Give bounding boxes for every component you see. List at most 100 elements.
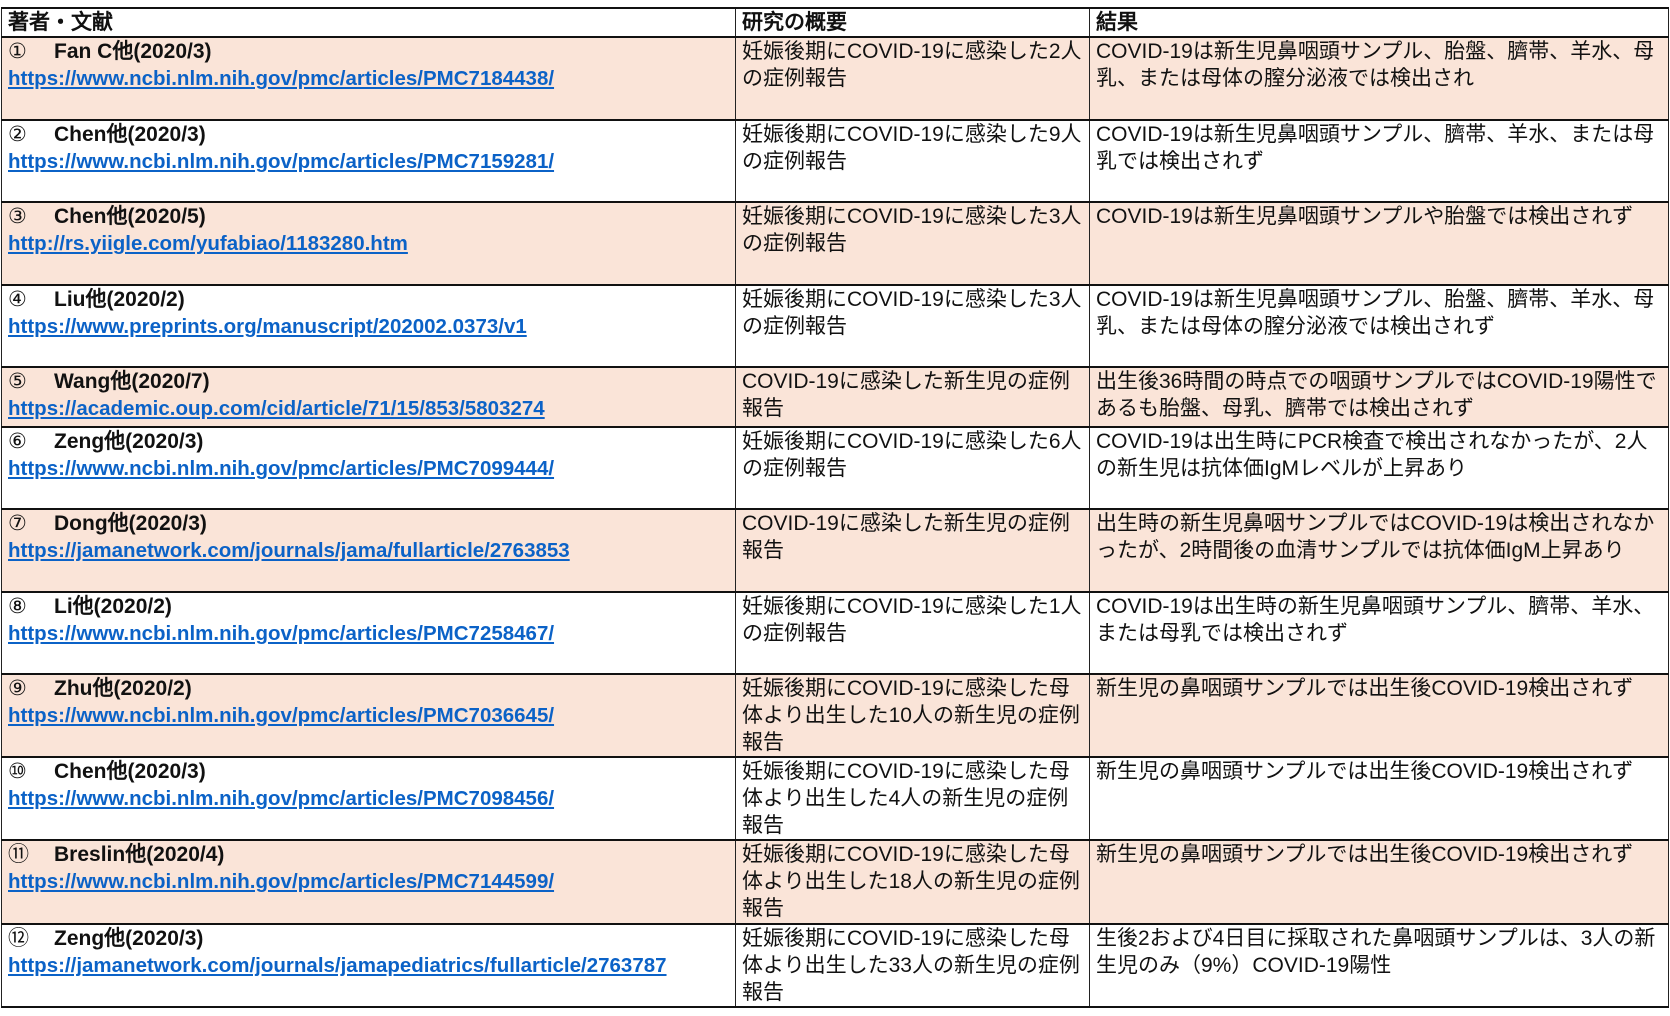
table-row: ④ Liu他(2020/2) https://www.preprints.org/…	[1, 284, 1669, 368]
header-authors: 著者・文献	[1, 7, 736, 38]
author-name: Zhu他(2020/2)	[54, 677, 192, 700]
reference-link[interactable]: https://www.ncbi.nlm.nih.gov/pmc/article…	[8, 787, 555, 810]
author-cell: ⑦ Dong他(2020/3) https://jamanetwork.com/j…	[1, 508, 736, 593]
result-cell: 新生児の鼻咽頭サンプルでは出生後COVID-19検出されず	[1089, 673, 1669, 758]
author-name: Breslin他(2020/4)	[54, 843, 225, 866]
author-cell: ⑧ Li他(2020/2) https://www.ncbi.nlm.nih.go…	[1, 591, 736, 675]
author-name: Chen他(2020/3)	[54, 123, 206, 146]
header-results: 結果	[1089, 7, 1669, 38]
author-label: ⑩ Chen他(2020/3)	[8, 759, 729, 785]
author-name: Zeng他(2020/3)	[54, 927, 204, 950]
row-number: ②	[8, 123, 27, 146]
header-row: 著者・文献 研究の概要 結果	[1, 7, 1669, 38]
author-cell: ④ Liu他(2020/2) https://www.preprints.org/…	[1, 284, 736, 368]
author-label: ⑧ Li他(2020/2)	[8, 594, 729, 620]
summary-cell: COVID-19に感染した新生児の症例報告	[735, 508, 1090, 593]
row-number: ⑤	[8, 370, 27, 393]
result-cell: 生後2および4日目に採取された鼻咽頭サンプルは、3人の新生児のみ（9%）COVI…	[1089, 923, 1669, 1008]
table-row: ③ Chen他(2020/5) http://rs.yiigle.com/yufa…	[1, 201, 1669, 286]
author-name: Wang他(2020/7)	[54, 370, 210, 393]
reference-link[interactable]: https://www.ncbi.nlm.nih.gov/pmc/article…	[8, 457, 555, 480]
table-row: ⑩ Chen他(2020/3) https://www.ncbi.nlm.nih.…	[1, 756, 1669, 841]
result-cell: COVID-19は出生時の新生児鼻咽頭サンプル、臍帯、羊水、または母乳では検出さ…	[1089, 591, 1669, 675]
literature-table: 著者・文献 研究の概要 結果 ① Fan C他(2020/3) https://w…	[1, 7, 1669, 1008]
author-name: Chen他(2020/5)	[54, 205, 206, 228]
summary-cell: 妊娠後期にCOVID-19に感染した母体より出生した18人の新生児の症例報告	[735, 839, 1090, 925]
row-number: ①	[8, 40, 27, 63]
reference-link[interactable]: https://jamanetwork.com/journals/jama/fu…	[8, 539, 570, 562]
result-cell: COVID-19は新生児鼻咽頭サンプル、胎盤、臍帯、羊水、母乳、または母体の膣分…	[1089, 36, 1669, 121]
result-cell: COVID-19は新生児鼻咽頭サンプル、胎盤、臍帯、羊水、母乳、または母体の膣分…	[1089, 284, 1669, 368]
author-name: Chen他(2020/3)	[54, 760, 206, 783]
reference-link[interactable]: http://rs.yiigle.com/yufabiao/1183280.ht…	[8, 232, 408, 255]
author-label: ② Chen他(2020/3)	[8, 122, 729, 148]
author-name: Dong他(2020/3)	[54, 512, 207, 535]
summary-cell: COVID-19に感染した新生児の症例報告	[735, 366, 1090, 428]
author-label: ⑫ Zeng他(2020/3)	[8, 926, 729, 952]
row-number: ⑪	[8, 843, 29, 866]
author-label: ⑪ Breslin他(2020/4)	[8, 842, 729, 868]
table-row: ⑧ Li他(2020/2) https://www.ncbi.nlm.nih.go…	[1, 591, 1669, 675]
row-number: ④	[8, 288, 27, 311]
summary-cell: 妊娠後期にCOVID-19に感染した1人の症例報告	[735, 591, 1090, 675]
summary-cell: 妊娠後期にCOVID-19に感染した母体より出生した33人の新生児の症例報告	[735, 923, 1090, 1008]
author-cell: ② Chen他(2020/3) https://www.ncbi.nlm.nih.…	[1, 119, 736, 203]
result-cell: COVID-19は出生時にPCR検査で検出されなかったが、2人の新生児は抗体価I…	[1089, 426, 1669, 510]
table-row: ⑥ Zeng他(2020/3) https://www.ncbi.nlm.nih.…	[1, 426, 1669, 510]
summary-cell: 妊娠後期にCOVID-19に感染した9人の症例報告	[735, 119, 1090, 203]
reference-link[interactable]: https://www.ncbi.nlm.nih.gov/pmc/article…	[8, 870, 555, 893]
reference-link[interactable]: https://academic.oup.com/cid/article/71/…	[8, 397, 545, 420]
summary-cell: 妊娠後期にCOVID-19に感染した母体より出生した4人の新生児の症例報告	[735, 756, 1090, 841]
author-name: Zeng他(2020/3)	[54, 430, 204, 453]
author-cell: ⑫ Zeng他(2020/3) https://jamanetwork.com/j…	[1, 923, 736, 1008]
summary-cell: 妊娠後期にCOVID-19に感染した母体より出生した10人の新生児の症例報告	[735, 673, 1090, 758]
reference-link[interactable]: https://www.ncbi.nlm.nih.gov/pmc/article…	[8, 67, 555, 90]
author-name: Li他(2020/2)	[54, 595, 172, 618]
summary-cell: 妊娠後期にCOVID-19に感染した3人の症例報告	[735, 284, 1090, 368]
table-row: ② Chen他(2020/3) https://www.ncbi.nlm.nih.…	[1, 119, 1669, 203]
reference-link[interactable]: https://www.preprints.org/manuscript/202…	[8, 315, 527, 338]
table-row: ⑫ Zeng他(2020/3) https://jamanetwork.com/j…	[1, 923, 1669, 1008]
author-label: ③ Chen他(2020/5)	[8, 204, 729, 230]
author-label: ⑦ Dong他(2020/3)	[8, 511, 729, 537]
result-cell: 出生時の新生児鼻咽サンプルではCOVID-19は検出されなかったが、2時間後の血…	[1089, 508, 1669, 593]
reference-link[interactable]: https://www.ncbi.nlm.nih.gov/pmc/article…	[8, 622, 555, 645]
result-cell: 新生児の鼻咽頭サンプルでは出生後COVID-19検出されず	[1089, 839, 1669, 925]
row-number: ⑥	[8, 430, 27, 453]
result-cell: 新生児の鼻咽頭サンプルでは出生後COVID-19検出されず	[1089, 756, 1669, 841]
reference-link[interactable]: https://www.ncbi.nlm.nih.gov/pmc/article…	[8, 704, 555, 727]
reference-link[interactable]: https://www.ncbi.nlm.nih.gov/pmc/article…	[8, 150, 555, 173]
author-label: ④ Liu他(2020/2)	[8, 287, 729, 313]
author-cell: ⑤ Wang他(2020/7) https://academic.oup.com/…	[1, 366, 736, 428]
author-cell: ⑥ Zeng他(2020/3) https://www.ncbi.nlm.nih.…	[1, 426, 736, 510]
author-label: ⑨ Zhu他(2020/2)	[8, 676, 729, 702]
summary-cell: 妊娠後期にCOVID-19に感染した6人の症例報告	[735, 426, 1090, 510]
author-label: ① Fan C他(2020/3)	[8, 39, 729, 65]
table-row: ① Fan C他(2020/3) https://www.ncbi.nlm.nih…	[1, 36, 1669, 121]
author-cell: ⑨ Zhu他(2020/2) https://www.ncbi.nlm.nih.g…	[1, 673, 736, 758]
row-number: ⑧	[8, 595, 27, 618]
row-number: ⑩	[8, 760, 27, 783]
author-label: ⑥ Zeng他(2020/3)	[8, 429, 729, 455]
reference-link[interactable]: https://jamanetwork.com/journals/jamaped…	[8, 954, 667, 977]
row-number: ⑨	[8, 677, 27, 700]
table-row: ⑨ Zhu他(2020/2) https://www.ncbi.nlm.nih.g…	[1, 673, 1669, 758]
result-cell: COVID-19は新生児鼻咽頭サンプルや胎盤では検出されず	[1089, 201, 1669, 286]
author-name: Liu他(2020/2)	[54, 288, 185, 311]
author-cell: ⑪ Breslin他(2020/4) https://www.ncbi.nlm.n…	[1, 839, 736, 925]
summary-cell: 妊娠後期にCOVID-19に感染した3人の症例報告	[735, 201, 1090, 286]
result-cell: COVID-19は新生児鼻咽頭サンプル、臍帯、羊水、または母乳では検出されず	[1089, 119, 1669, 203]
author-name: Fan C他(2020/3)	[54, 40, 212, 63]
table-row: ⑪ Breslin他(2020/4) https://www.ncbi.nlm.n…	[1, 839, 1669, 925]
summary-cell: 妊娠後期にCOVID-19に感染した2人の症例報告	[735, 36, 1090, 121]
row-number: ⑫	[8, 927, 29, 950]
author-cell: ① Fan C他(2020/3) https://www.ncbi.nlm.nih…	[1, 36, 736, 121]
author-cell: ③ Chen他(2020/5) http://rs.yiigle.com/yufa…	[1, 201, 736, 286]
author-label: ⑤ Wang他(2020/7)	[8, 369, 729, 395]
author-cell: ⑩ Chen他(2020/3) https://www.ncbi.nlm.nih.…	[1, 756, 736, 841]
result-cell: 出生後36時間の時点での咽頭サンプルではCOVID-19陽性であるも胎盤、母乳、…	[1089, 366, 1669, 428]
table-row: ⑤ Wang他(2020/7) https://academic.oup.com/…	[1, 366, 1669, 428]
row-number: ⑦	[8, 512, 27, 535]
table-row: ⑦ Dong他(2020/3) https://jamanetwork.com/j…	[1, 508, 1669, 593]
row-number: ③	[8, 205, 27, 228]
